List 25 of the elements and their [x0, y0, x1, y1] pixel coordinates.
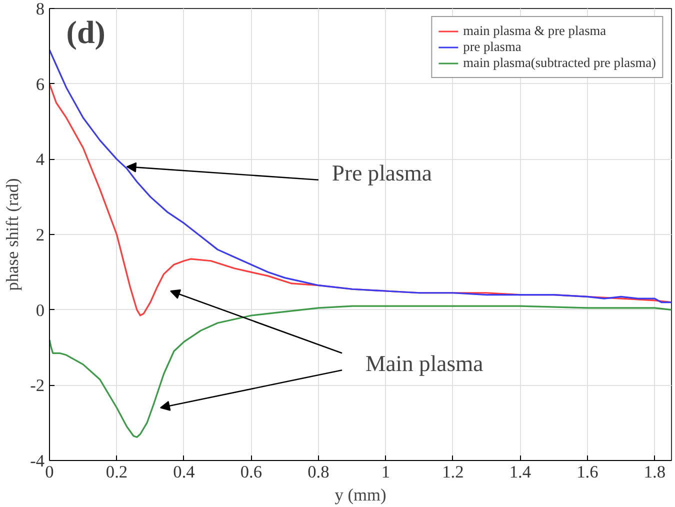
y-tick-label: 8 [36, 0, 45, 18]
y-tick-label: -4 [30, 452, 45, 470]
x-tick-label: 0.4 [173, 462, 196, 482]
y-tick-label: 4 [36, 150, 45, 170]
legend-label: main plasma & pre plasma [463, 23, 606, 39]
legend-label: pre plasma [463, 39, 522, 55]
x-axis-title: y (mm) [334, 486, 386, 504]
y-axis-title: phase shift (rad) [3, 178, 22, 291]
chart-title: (d) [66, 14, 106, 50]
x-tick-label: 1 [381, 462, 390, 482]
y-tick-label: 0 [36, 300, 45, 320]
x-tick-label: 1.6 [576, 462, 599, 482]
annotation: Pre plasma [332, 160, 432, 186]
y-tick-label: -2 [30, 376, 45, 396]
y-tick-label: 6 [36, 74, 45, 94]
legend-label: main plasma(subtracted pre plasma) [463, 55, 656, 71]
line-series [50, 305, 672, 438]
annotation: Main plasma [366, 350, 484, 376]
x-tick-label: 1.2 [442, 462, 464, 482]
y-tick-label: 2 [36, 226, 45, 244]
x-tick-label: 1.8 [644, 462, 666, 482]
x-tick-label: 1.4 [509, 462, 532, 482]
x-tick-label: 0.8 [308, 462, 330, 482]
x-tick-label: 0.6 [240, 462, 262, 482]
x-tick-label: 0.2 [106, 462, 128, 482]
